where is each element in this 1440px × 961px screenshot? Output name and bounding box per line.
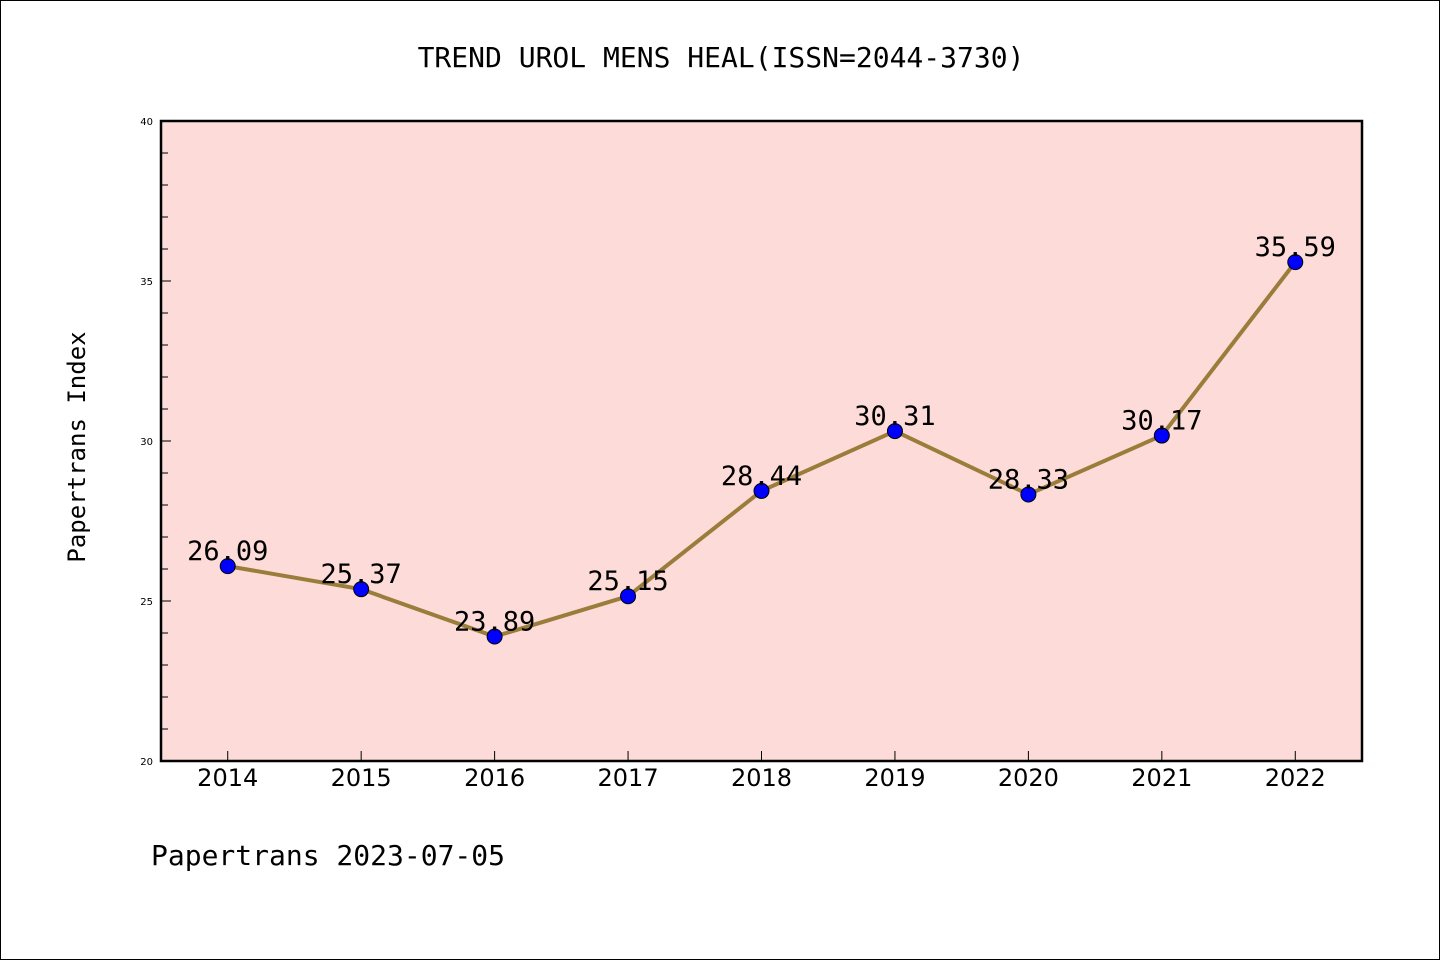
y-axis-label: Papertrans Index [63,331,91,562]
data-point [219,558,236,575]
data-point [1153,427,1170,444]
x-tick-label: 2017 [598,764,659,792]
x-tick-label: 2021 [1131,764,1192,792]
data-label: 26.09 [187,536,268,567]
y-axis: 20 25 30 35 40 [140,117,171,768]
data-label: 25.15 [587,566,668,597]
data-label: 23.89 [454,607,535,638]
data-label: 35.59 [1255,232,1336,263]
data-point [886,423,903,440]
data-label: 28.44 [721,461,802,492]
data-labels: 26.09 25.37 23.89 25.15 28.44 30.31 28.33 30.17… [187,232,1336,637]
data-point [620,588,637,605]
data-point [1287,254,1304,271]
x-tick-label: 2015 [331,764,392,792]
x-tick-label: 2019 [864,764,925,792]
plot-area [159,119,1364,763]
data-point [753,482,770,499]
data-label: 30.31 [854,401,935,432]
data-point [1020,486,1037,503]
series-markers [219,254,1304,645]
x-tick-label: 2022 [1265,764,1326,792]
y-tick-label: 35 [140,277,153,288]
chart-title: TREND UROL MENS HEAL(ISSN=2044-3730) [418,41,1025,74]
data-label: 30.17 [1121,406,1202,437]
data-point [353,581,370,598]
x-tick-label: 2020 [998,764,1059,792]
y-tick-label: 40 [140,117,153,128]
x-axis: 2014 2015 2016 2017 2018 2019 2020 2021 2022 [197,751,1326,792]
x-tick-label: 2014 [197,764,258,792]
footer-text: Papertrans 2023-07-05 [151,839,505,872]
y-tick-label: 30 [140,437,153,448]
data-label: 25.37 [321,559,402,590]
x-tick-label: 2018 [731,764,792,792]
y-tick-label: 20 [140,757,153,768]
data-point [486,628,503,645]
y-tick-label: 25 [140,597,153,608]
data-label: 28.33 [988,464,1069,495]
x-tick-label: 2016 [464,764,525,792]
